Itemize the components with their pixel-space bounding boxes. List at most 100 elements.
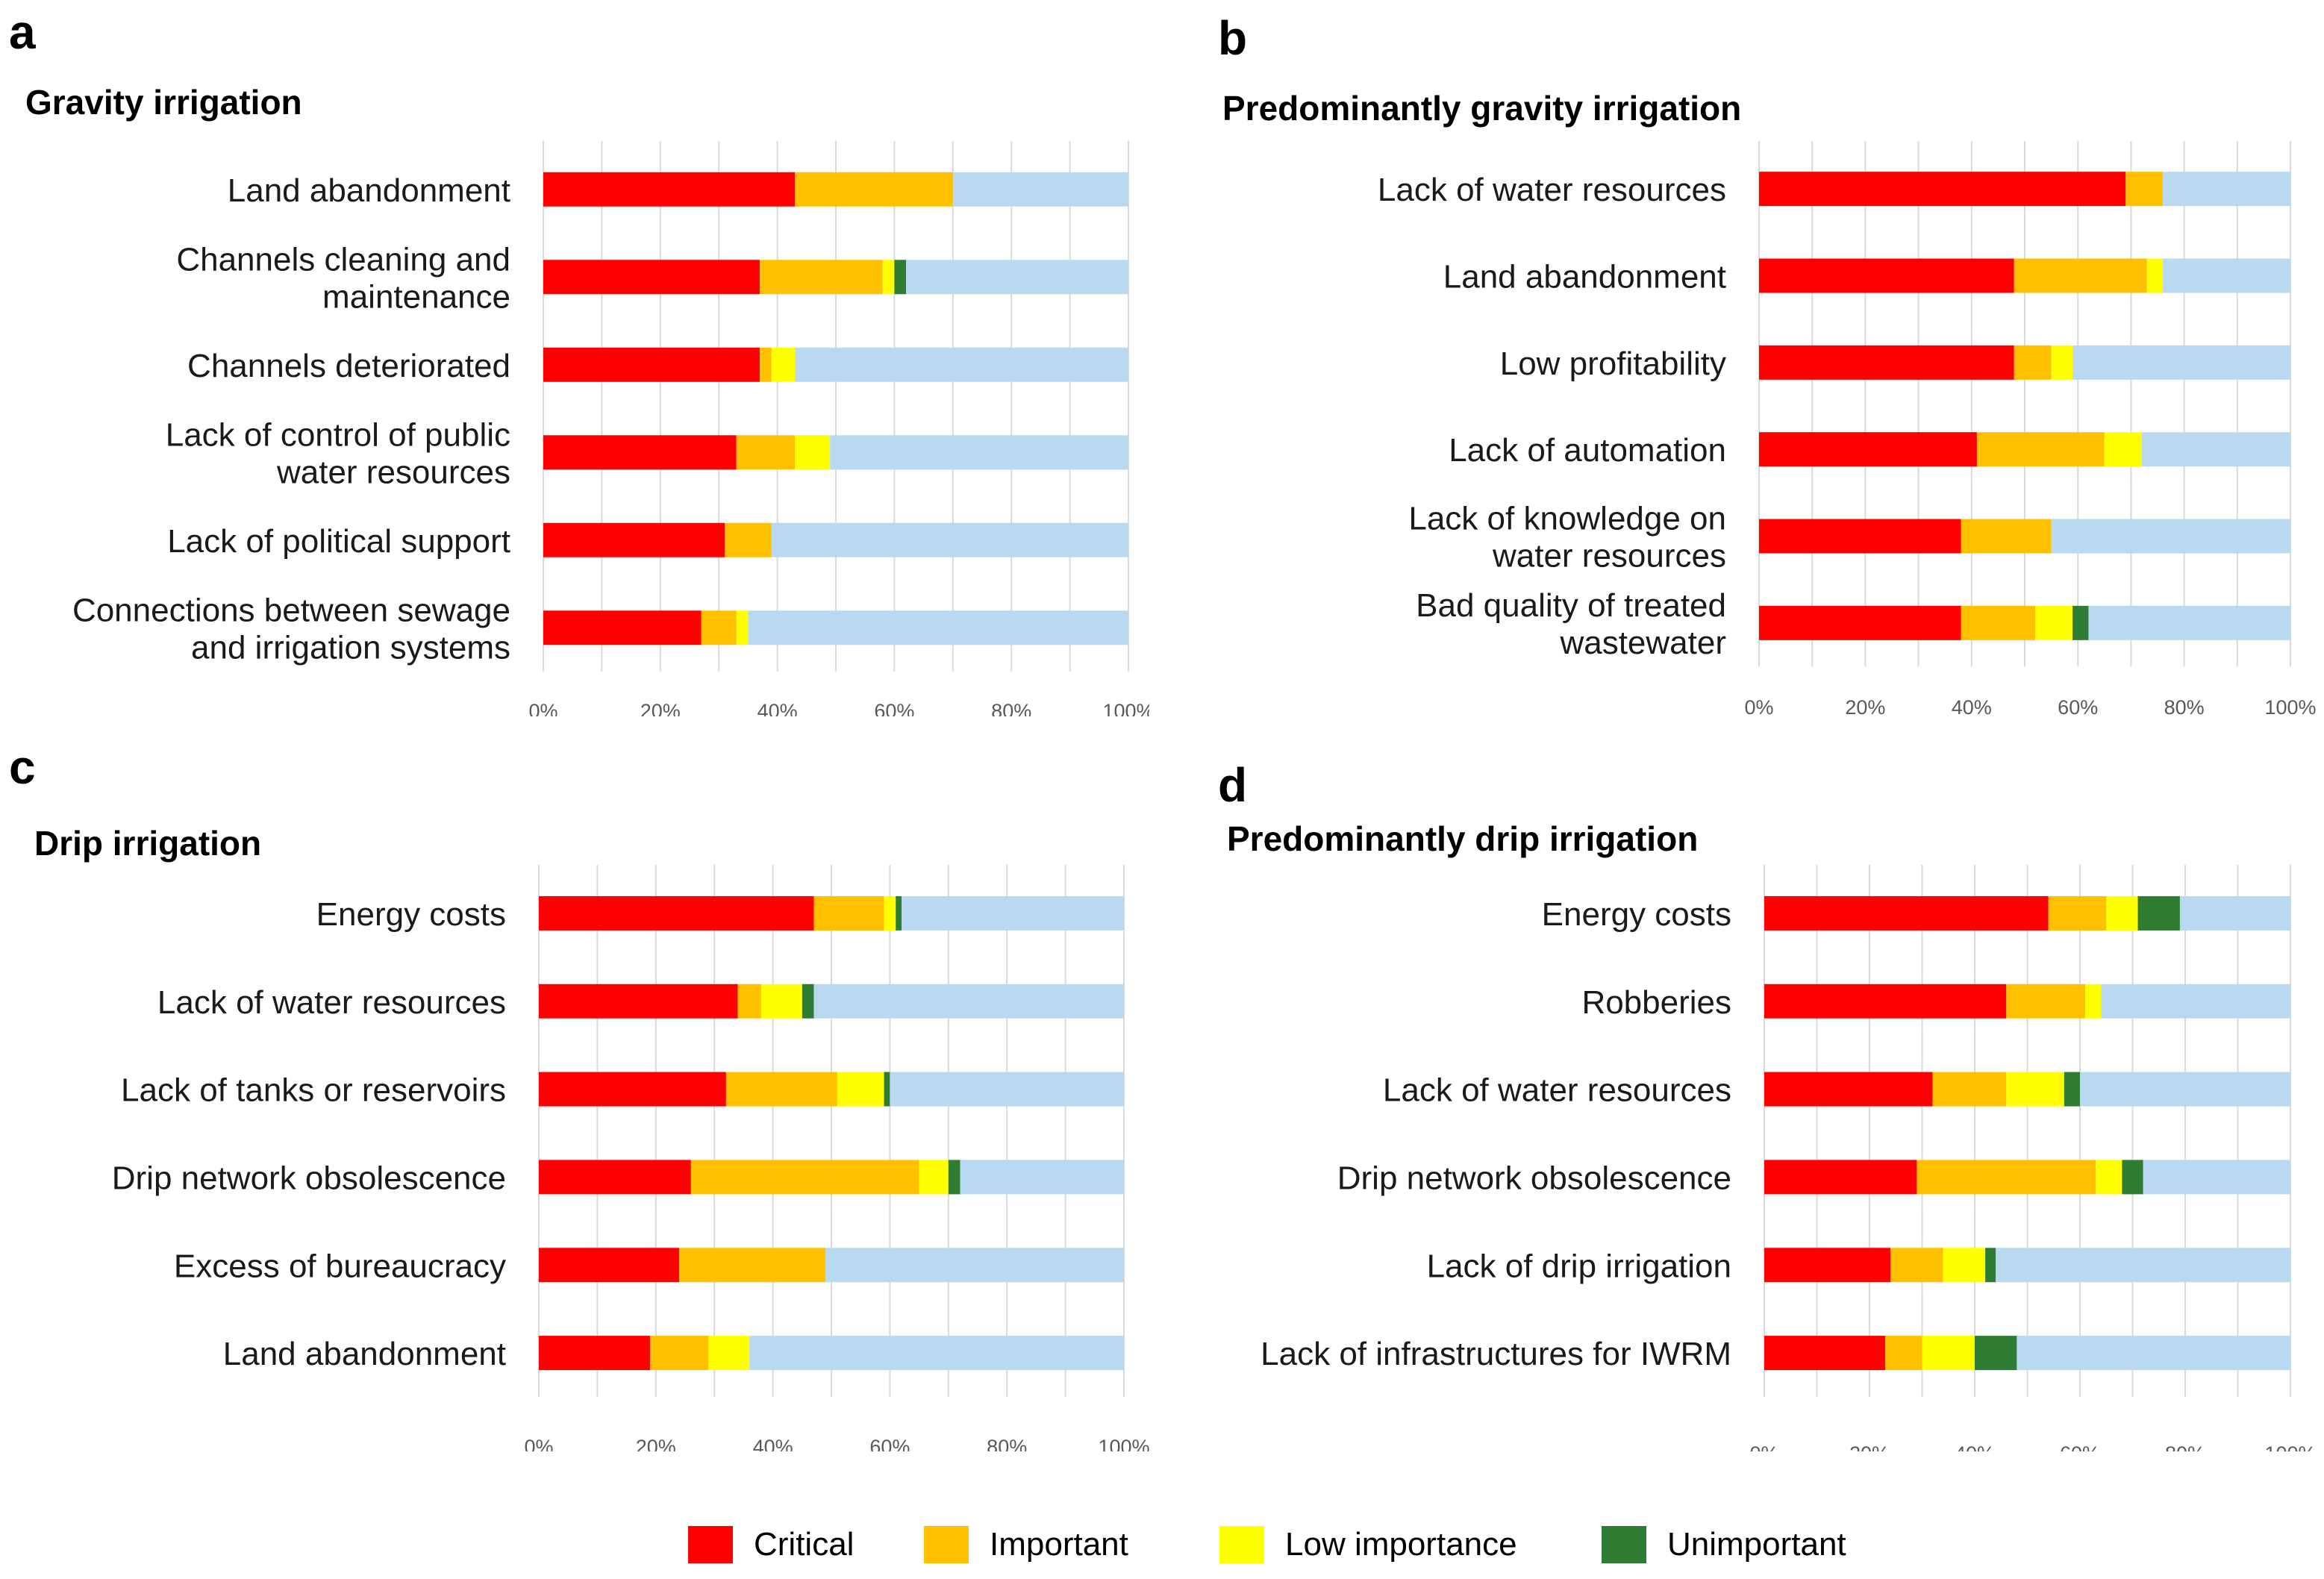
x-tick-label: 40% bbox=[753, 1436, 793, 1451]
bar-segment-low bbox=[2035, 605, 2073, 640]
bar-segment-remainder bbox=[2017, 1336, 2290, 1371]
bar-segment-important bbox=[1890, 1248, 1943, 1283]
bar-segment-important bbox=[2006, 984, 2086, 1019]
bar-segment-critical bbox=[1759, 605, 1961, 640]
category-label: Lack of political support bbox=[167, 523, 510, 560]
category-label: Drip network obsolescence bbox=[1337, 1160, 1731, 1196]
bar-segment-critical bbox=[539, 1248, 680, 1283]
bar-segment-remainder bbox=[830, 435, 1128, 470]
bar-segment-critical bbox=[539, 984, 738, 1019]
category-label: Lack of infrastructures for IWRM bbox=[1261, 1336, 1731, 1372]
bar-segment-unimportant bbox=[2072, 605, 2089, 640]
bar-segment-unimportant bbox=[2122, 1160, 2143, 1195]
bar-segment-critical bbox=[543, 347, 760, 382]
category-label: water resources bbox=[1492, 538, 1726, 575]
bar-segment-critical bbox=[1764, 1072, 1933, 1107]
bar-segment-unimportant bbox=[1975, 1336, 2017, 1371]
bar-segment-critical bbox=[1764, 1336, 1886, 1371]
panel-title: Gravity irrigation bbox=[25, 83, 302, 122]
bar-segment-low bbox=[837, 1072, 884, 1107]
x-tick-label: 60% bbox=[2060, 1442, 2100, 1451]
bar-segment-critical bbox=[543, 522, 725, 557]
bar-segment-important bbox=[690, 1160, 919, 1195]
bar-segment-low bbox=[2146, 258, 2164, 293]
bar-segment-important bbox=[736, 435, 796, 470]
bar-segment-remainder bbox=[2101, 984, 2290, 1019]
x-tick-label: 100% bbox=[2264, 696, 2316, 716]
category-label: Land abandonment bbox=[228, 172, 510, 209]
bar-segment-remainder bbox=[749, 1336, 1124, 1371]
panel-letter: b bbox=[1218, 11, 1248, 65]
category-label: wastewater bbox=[1559, 625, 1726, 661]
x-tick-label: 100% bbox=[1102, 700, 1149, 716]
panel-c-drip-irrigation: c Drip irrigation 0% 20% 40% 60% 80% 100% Ener… bbox=[0, 735, 1149, 1451]
category-label: Drip network obsolescence bbox=[112, 1160, 506, 1196]
bar-segment-important bbox=[2048, 895, 2107, 931]
bar-segment-critical bbox=[1759, 432, 1977, 467]
panel-letter: a bbox=[9, 5, 36, 59]
category-label: Channels deteriorated bbox=[187, 348, 510, 384]
legend-swatch bbox=[1602, 1526, 1646, 1563]
bar-segment-critical bbox=[543, 172, 796, 207]
bar-segment-important bbox=[1961, 519, 2052, 554]
legend-label: Critical bbox=[754, 1526, 855, 1563]
bar-segment-important bbox=[2014, 345, 2052, 380]
bar-segment-remainder bbox=[906, 260, 1128, 295]
x-tick-label: 0% bbox=[528, 700, 557, 716]
panel-letter: d bbox=[1218, 758, 1248, 812]
legend-label: Important bbox=[990, 1526, 1128, 1563]
x-tick-label: 60% bbox=[2058, 696, 2098, 716]
bar-segment-low bbox=[771, 347, 796, 382]
legend-label: Unimportant bbox=[1667, 1526, 1846, 1563]
category-label: water resources bbox=[276, 454, 510, 490]
category-label: Lack of water resources bbox=[157, 984, 506, 1021]
category-label: Channels cleaning and bbox=[176, 241, 510, 278]
bar-segment-remainder bbox=[825, 1248, 1124, 1283]
chart-b: 0% 20% 40% 60% 80% 100% Lack of water resource… bbox=[1378, 141, 2317, 716]
category-label: Excess of bureaucracy bbox=[174, 1248, 506, 1284]
bar-segment-remainder bbox=[813, 984, 1124, 1019]
category-label: Energy costs bbox=[1542, 896, 1731, 933]
bar-segment-low bbox=[2085, 984, 2102, 1019]
bar-segment-low bbox=[884, 895, 896, 931]
x-tick-label: 60% bbox=[869, 1436, 910, 1451]
bar-segment-low bbox=[2006, 1072, 2064, 1107]
bar-segment-remainder bbox=[748, 610, 1128, 645]
bar-segment-important bbox=[2125, 172, 2164, 207]
legend-item-important: Important bbox=[924, 1522, 1128, 1567]
bar-segment-unimportant bbox=[896, 895, 902, 931]
chart-c: 0% 20% 40% 60% 80% 100% Energy costs Lack of wa… bbox=[112, 865, 1149, 1451]
bar-segment-remainder bbox=[902, 895, 1124, 931]
panel-d-predominantly-drip-irrigation: d Predominantly drip irrigation 0% 20% 40%… bbox=[1209, 735, 2324, 1451]
bar-segment-critical bbox=[539, 1072, 726, 1107]
bar-segment-low bbox=[2104, 432, 2142, 467]
bar-segment-critical bbox=[543, 435, 737, 470]
x-tick-label: 20% bbox=[1845, 696, 1885, 716]
category-label: and irrigation systems bbox=[191, 629, 510, 666]
bar-segment-unimportant bbox=[884, 1072, 890, 1107]
panel-title: Predominantly drip irrigation bbox=[1227, 819, 1699, 858]
x-tick-label: 40% bbox=[1952, 696, 1992, 716]
legend-swatch bbox=[924, 1526, 969, 1563]
legend-item-critical: Critical bbox=[688, 1522, 854, 1567]
category-label: Lack of control of public bbox=[166, 416, 510, 453]
bar-segment-important bbox=[649, 1336, 709, 1371]
bar-segment-remainder bbox=[2080, 1072, 2290, 1107]
category-label: Low profitability bbox=[1500, 345, 1726, 382]
x-tick-label: 0% bbox=[1749, 1442, 1778, 1451]
bar-segment-important bbox=[725, 1072, 837, 1107]
x-tick-label: 40% bbox=[1955, 1442, 1995, 1451]
bar-segment-remainder bbox=[771, 522, 1128, 557]
bar-segment-remainder bbox=[2163, 172, 2290, 207]
bar-segment-critical bbox=[1759, 345, 2014, 380]
bar-segment-unimportant bbox=[2064, 1072, 2080, 1107]
bar-segment-remainder bbox=[960, 1160, 1124, 1195]
category-label: Lack of tanks or reservoirs bbox=[121, 1072, 506, 1109]
bar-segment-critical bbox=[539, 895, 814, 931]
bar-segment-remainder bbox=[2141, 432, 2290, 467]
bar-segment-low bbox=[2096, 1160, 2122, 1195]
bar-segment-remainder bbox=[1996, 1248, 2290, 1283]
legend-item-unimportant: Unimportant bbox=[1602, 1522, 1846, 1567]
x-tick-label: 100% bbox=[2264, 1442, 2316, 1451]
bar-segment-remainder bbox=[890, 1072, 1124, 1107]
